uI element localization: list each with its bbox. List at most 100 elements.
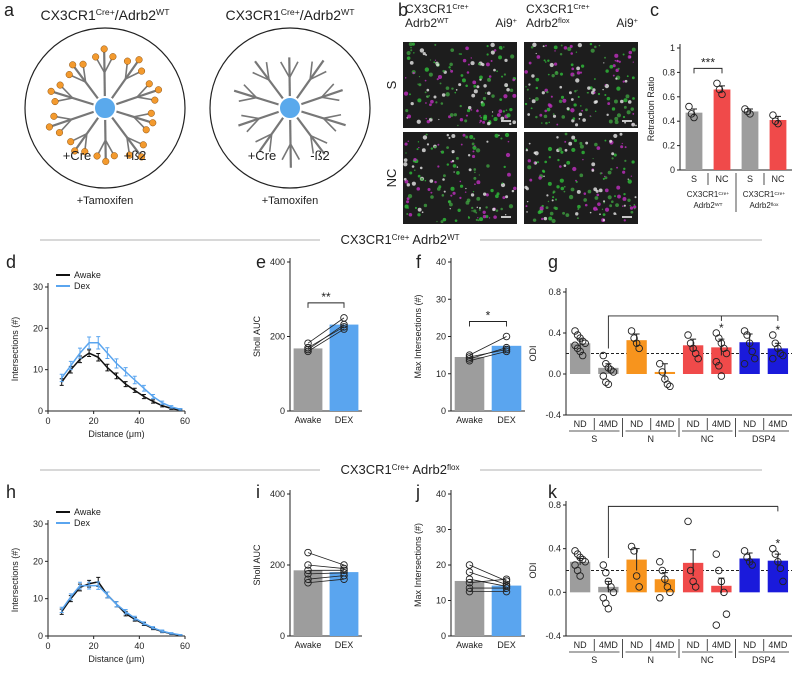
image-speck xyxy=(594,45,597,49)
x-tick-label: 0 xyxy=(45,641,50,651)
image-speck xyxy=(442,217,447,222)
image-speck xyxy=(442,178,445,181)
image-speck xyxy=(512,78,516,82)
image-speck xyxy=(528,83,531,86)
image-speck xyxy=(426,133,428,136)
note: +Tamoxifen xyxy=(77,195,134,207)
image-speck xyxy=(571,67,575,71)
x-tick-label: ND xyxy=(743,640,756,650)
image-speck xyxy=(568,141,573,146)
image-speck xyxy=(627,100,632,104)
pair-line xyxy=(307,572,345,575)
image-speck xyxy=(465,187,467,190)
error-bar xyxy=(151,399,156,404)
image-speck xyxy=(404,77,407,79)
y-tick-label: 30 xyxy=(436,294,446,304)
data-point xyxy=(715,362,723,370)
image-speck xyxy=(506,87,510,92)
cell-body xyxy=(93,96,117,120)
image-speck xyxy=(416,187,421,191)
image-speck xyxy=(429,59,432,61)
image-speck xyxy=(606,113,609,117)
data-point xyxy=(656,360,664,368)
y-axis-label: Intersections (#) xyxy=(10,317,20,382)
x-tick-label: 4MD xyxy=(712,419,732,429)
data-point xyxy=(746,110,754,118)
image-speck xyxy=(477,219,480,222)
image-speck xyxy=(509,88,514,93)
image-speck xyxy=(513,186,517,191)
error-bar xyxy=(178,634,183,636)
image-speck xyxy=(500,182,506,188)
image-speck xyxy=(443,190,446,193)
image-speck xyxy=(419,48,425,53)
x-tick-label: 4MD xyxy=(712,640,732,650)
data-point xyxy=(627,327,636,335)
image-speck xyxy=(570,63,574,67)
panel-letter: k xyxy=(548,482,558,502)
pair-line xyxy=(307,564,345,569)
image-speck xyxy=(490,188,494,193)
image-speck xyxy=(505,195,509,199)
x-tick-label: 60 xyxy=(180,416,190,426)
image-speck xyxy=(468,168,472,172)
data-point xyxy=(769,354,777,363)
data-point xyxy=(465,355,474,363)
image-speck xyxy=(510,54,515,59)
data-point xyxy=(340,325,348,333)
image-speck xyxy=(479,115,481,117)
image-speck xyxy=(404,204,409,209)
image-speck xyxy=(459,180,462,183)
image-speck xyxy=(446,146,449,150)
image-speck xyxy=(613,99,618,104)
x-tick-label: 60 xyxy=(180,641,190,651)
data-point xyxy=(465,587,474,596)
image-speck xyxy=(533,151,537,155)
data-point xyxy=(748,561,756,569)
bar xyxy=(713,89,731,170)
image-speck xyxy=(622,80,625,83)
panel-letter: e xyxy=(256,252,266,272)
y-tick-label: 20 xyxy=(436,560,446,570)
image-speck xyxy=(482,214,487,219)
image-speck xyxy=(566,107,570,111)
image-speck xyxy=(620,145,624,149)
image-speck xyxy=(478,209,481,211)
data-point xyxy=(571,327,579,335)
x-tick-label: DEX xyxy=(497,415,516,425)
data-point xyxy=(771,550,780,558)
image-speck xyxy=(622,115,626,119)
data-point xyxy=(340,566,348,575)
image-speck xyxy=(407,114,412,119)
x-tick-label: NC xyxy=(716,174,729,184)
image-speck xyxy=(500,116,505,121)
error-bar xyxy=(141,621,146,626)
image-speck xyxy=(627,179,632,184)
image-speck xyxy=(467,154,471,157)
image-speck xyxy=(442,69,445,73)
receptor xyxy=(50,112,58,120)
image-speck xyxy=(548,104,553,108)
image-speck xyxy=(420,177,424,181)
data-point xyxy=(304,579,312,587)
image-speck xyxy=(593,91,596,94)
section-title: CX3CR1Cre+ Adrb2flox xyxy=(340,462,459,477)
branch xyxy=(255,133,273,143)
x-tick-label: DEX xyxy=(335,415,354,425)
pair-line xyxy=(469,578,507,587)
image-speck xyxy=(450,186,455,191)
image-speck xyxy=(541,91,545,95)
data-point xyxy=(776,564,785,573)
image-speck xyxy=(482,192,487,196)
image-speck xyxy=(602,88,604,91)
image-speck xyxy=(482,120,486,124)
image-speck xyxy=(575,212,579,216)
image-speck xyxy=(615,203,619,208)
error-bar xyxy=(77,581,82,590)
superscript: WT xyxy=(447,233,460,242)
y-tick-label: 1 xyxy=(670,43,675,53)
panel-letter: a xyxy=(4,0,15,20)
image-speck xyxy=(405,109,409,113)
image-speck xyxy=(421,211,424,214)
image-speck xyxy=(500,207,503,211)
